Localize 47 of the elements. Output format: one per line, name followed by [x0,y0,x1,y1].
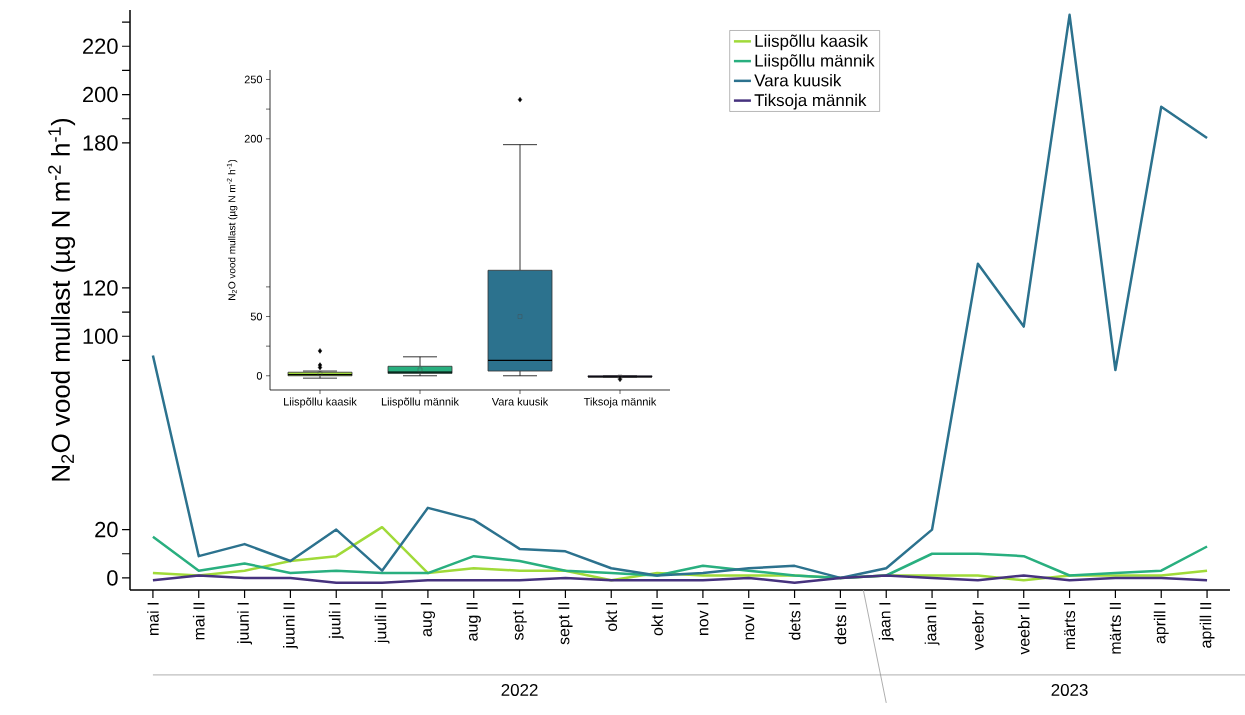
text: 2022 [501,683,538,696]
y-tick-label: 120 [83,280,118,296]
y-axis-title: N$_{2}$O vood mullast (µg N m$^{-2}$ h$^{-1}$) [48,118,76,481]
y-tick-label: 200 [83,86,118,103]
x-tick-label: juuli I [328,602,344,640]
x-tick-label: jaan I [878,602,894,641]
x-tick-label: okt I [605,602,618,631]
x-tick-label: Vara kuusik [491,397,549,406]
y-tick-label: 0 [256,371,263,380]
y-tick-label: 20 [95,521,118,538]
x-tick-label: juuli II [374,602,390,644]
legend-label: Liispõllu kaasik [755,34,869,51]
y-tick-label: 0 [107,570,118,586]
x-tick-label: Liispõllu männik [381,397,459,408]
legend-label: Liispõllu männik [755,54,875,71]
legend-label: Tiksoja männik [754,93,867,110]
x-tick-label: nov I [697,602,709,635]
x-tick-label: märts II [1109,602,1121,654]
x-tick-label: juuni II [282,602,298,649]
x-tick-label: Liispõllu kaasik [284,397,357,408]
x-tick-label: dets I [788,602,801,640]
x-tick-label: sept II [558,602,573,645]
legend-label: Vara kuusik [754,73,842,87]
y-tick-label: 200 [244,134,263,143]
x-tick-label: aprill II [1199,602,1215,648]
x-tick-label: jaan II [924,602,940,646]
x-tick-label: märts I [1064,602,1076,650]
y-axis-title: N$_{2}$O vood mullast (µg N m$^{-2}$ h$^{-1}$) [226,159,238,300]
text: 2023 [1051,683,1088,696]
x-tick-label: aug I [420,602,436,637]
x-tick-label: nov II [743,602,755,640]
x-tick-label: juuni I [237,602,253,645]
x-tick-label: veebr II [1017,602,1030,655]
x-tick-label: sept I [512,602,527,641]
x-tick-label: okt II [651,602,663,636]
y-tick-label: 180 [83,135,118,151]
x-tick-label: aprill I [1153,602,1169,644]
y-tick-label: 50 [250,312,263,321]
x-tick-label: veebr I [972,602,984,651]
x-tick-label: dets II [834,602,847,645]
x-tick-label: mai II [192,602,205,640]
x-tick-label: Tiksoja männik [583,397,657,408]
y-tick-label: 220 [83,38,118,55]
y-tick-label: 100 [83,328,118,345]
x-tick-label: mai I [147,602,159,635]
x-tick-label: aug II [466,602,481,641]
y-tick-label: 250 [244,75,263,84]
